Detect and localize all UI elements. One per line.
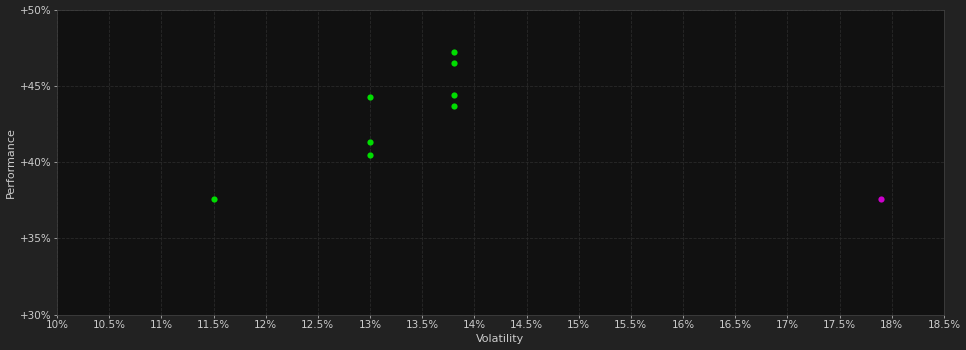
Point <box>445 60 461 66</box>
Point <box>362 152 378 157</box>
Point <box>445 103 461 108</box>
Y-axis label: Performance: Performance <box>6 127 15 198</box>
Point <box>873 196 889 202</box>
Point <box>445 92 461 98</box>
Point <box>362 140 378 145</box>
Point <box>206 196 221 202</box>
Point <box>362 94 378 99</box>
X-axis label: Volatility: Volatility <box>476 335 525 344</box>
Point <box>445 49 461 55</box>
